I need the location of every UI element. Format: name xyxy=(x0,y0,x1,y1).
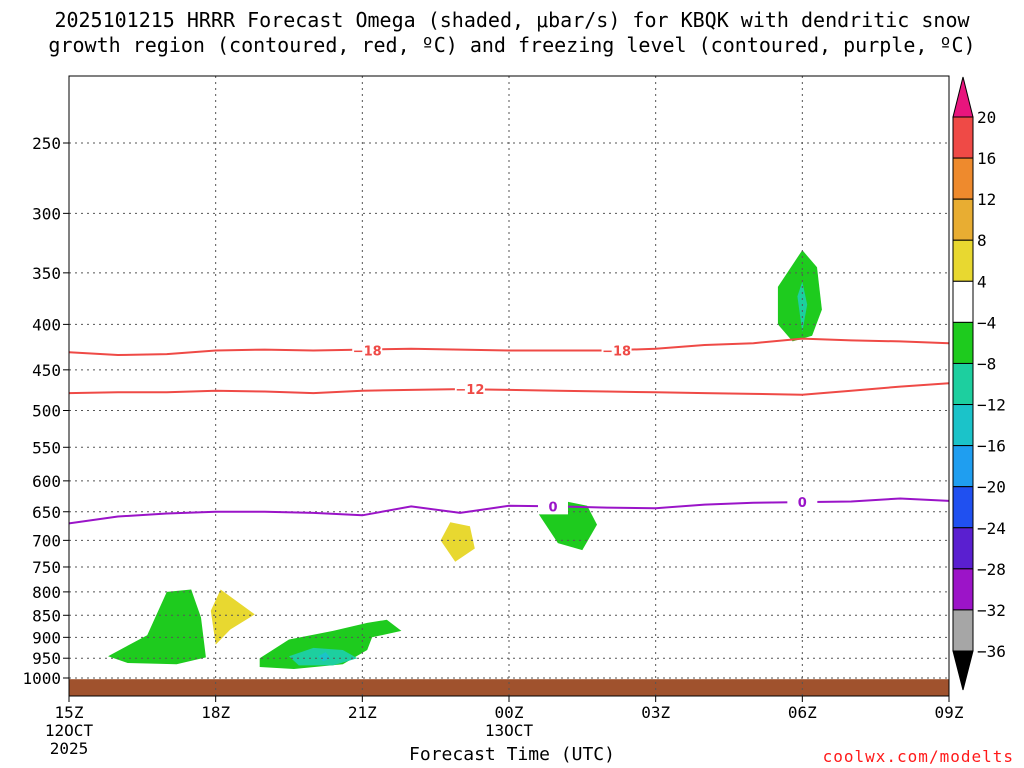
x-tick-date-15Z: 12OCT xyxy=(45,721,94,740)
omega-region-yellow-thin-1630 xyxy=(205,496,219,539)
y-tick-550: 550 xyxy=(32,438,61,457)
x-tick-15Z: 15Z xyxy=(55,703,84,722)
y-tick-450: 450 xyxy=(32,361,61,380)
omega-region-orange-18z xyxy=(210,589,255,645)
colorbar-label--24: −24 xyxy=(977,519,1006,538)
x-tick-00Z: 00Z xyxy=(495,703,524,722)
colorbar-label--20: −20 xyxy=(977,478,1006,497)
x-tick-year-15Z: 2025 xyxy=(50,739,89,758)
y-tick-800: 800 xyxy=(32,583,61,602)
x-tick-03Z: 03Z xyxy=(641,703,670,722)
omega-region-upper-yellow-2 xyxy=(792,158,822,218)
omega-region-upper-yellow-3 xyxy=(196,294,226,368)
y-tick-900: 900 xyxy=(32,628,61,647)
y-tick-750: 750 xyxy=(32,558,61,577)
omega-region-orange-2130z xyxy=(440,522,475,562)
x-tick-06Z: 06Z xyxy=(788,703,817,722)
colorbar-cell--16-to--20 xyxy=(952,445,974,488)
pressure-axis: 250 300 350 400 450 500 550 600 650 700 750 800 850 9… xyxy=(22,134,69,688)
omega-region-yellow-sliver-06z xyxy=(885,255,901,297)
colorbar-cell--28-to--32 xyxy=(952,568,974,611)
contour-label-bg-freezing-level-0 xyxy=(538,498,568,515)
omega-region-yellow-2330z xyxy=(450,633,524,658)
colorbar-cell--24-to--28 xyxy=(952,527,974,570)
colorbar-top-arrow xyxy=(952,76,974,118)
y-tick-600: 600 xyxy=(32,472,61,491)
title-line-2: growth region (contoured, red, ºC) and f… xyxy=(48,33,976,57)
colorbar-cell-20-to-16 xyxy=(952,116,974,159)
colorbar-label--12: −12 xyxy=(977,396,1006,415)
omega-region-teal-06z xyxy=(797,281,808,332)
colorbar-cell-12-to-8 xyxy=(952,198,974,241)
y-tick-350: 350 xyxy=(32,264,61,283)
chart-title: 2025101215 HRRR Forecast Omega (shaded, … xyxy=(0,8,1024,58)
terrain-layer xyxy=(69,679,949,696)
colorbar-cell--4-to--8 xyxy=(952,321,974,364)
colorbar-label--36: −36 xyxy=(977,642,1006,661)
ground-terrain xyxy=(69,679,949,696)
colorbar-label-12: 12 xyxy=(977,190,996,209)
x-tick-date-00Z: 13OCT xyxy=(485,721,534,740)
colorbar-label--4: −4 xyxy=(977,313,996,332)
colorbar-cell--12-to--16 xyxy=(952,404,974,447)
contour-label-bg-dgz-minus18-1 xyxy=(601,342,632,359)
colorbar-cell-16-to-12 xyxy=(952,157,974,200)
contour-label-dgz-minus18-1: −18 xyxy=(602,344,631,359)
y-tick-650: 650 xyxy=(32,503,61,522)
omega-region-yellow-small-21z xyxy=(381,364,402,387)
contour-label-freezing-level-1: 0 xyxy=(798,496,807,511)
y-tick-500: 500 xyxy=(32,402,61,421)
contour-label-bg-freezing-level-1 xyxy=(787,494,818,511)
y-tick-300: 300 xyxy=(32,204,61,223)
colorbar-label-20: 20 xyxy=(977,108,996,127)
omega-colorbar: 20 16 12 8 4 −4 −8 −12 −16 −20 −24 −28 −32 −36 xyxy=(952,76,1006,691)
grid-lines xyxy=(69,76,949,696)
omega-region-yellow-edge-right-1 xyxy=(929,333,949,394)
colorbar-label-8: 8 xyxy=(977,231,987,250)
colorbar-cell-8-to-4 xyxy=(952,239,974,282)
colorbar-cell--8-to--12 xyxy=(952,362,974,406)
colorbar-label-16: 16 xyxy=(977,149,996,168)
plot-frame xyxy=(68,75,950,697)
y-tick-250: 250 xyxy=(32,134,61,153)
y-tick-1000: 1000 xyxy=(22,669,61,688)
y-tick-850: 850 xyxy=(32,606,61,625)
contour-label-freezing-level-0: 0 xyxy=(548,500,557,515)
x-tick-21Z: 21Z xyxy=(348,703,377,722)
omega-region-blue-20z xyxy=(318,652,331,662)
y-tick-700: 700 xyxy=(32,531,61,550)
contour-label-bg-dgz-minus18-0 xyxy=(352,342,383,359)
omega-region-yellow-edge-right-2 xyxy=(944,522,949,541)
contour-label-dgz-minus12-0: −12 xyxy=(455,383,484,398)
omega-region-green-1630z xyxy=(108,589,206,665)
contour-dgz-minus12 xyxy=(69,382,949,396)
colorbar-label--28: −28 xyxy=(977,560,1006,579)
omega-shaded-regions xyxy=(108,158,949,669)
colorbar-label-4: 4 xyxy=(977,272,987,291)
colorbar-label--8: −8 xyxy=(977,354,996,373)
x-tick-09Z: 09Z xyxy=(935,703,964,722)
y-tick-950: 950 xyxy=(32,649,61,668)
y-tick-400: 400 xyxy=(32,315,61,334)
title-line-1: 2025101215 HRRR Forecast Omega (shaded, … xyxy=(54,8,970,32)
colorbar-label--16: −16 xyxy=(977,437,1006,456)
contour-label-dgz-minus18-0: −18 xyxy=(353,344,382,359)
colorbar-cell--32-to--36 xyxy=(952,609,974,652)
credit-link[interactable]: coolwx.com/modelts xyxy=(822,747,1014,766)
x-axis-label: Forecast Time (UTC) xyxy=(409,744,615,765)
contour-lines: −18 −18 −12 0 0 xyxy=(69,337,949,525)
omega-region-upper-yellow-1 xyxy=(631,162,685,236)
contour-dgz-minus18 xyxy=(69,337,949,357)
colorbar-cell--20-to--24 xyxy=(952,486,974,529)
colorbar-label--32: −32 xyxy=(977,601,1006,620)
contour-label-bg-dgz-minus12-0 xyxy=(454,381,485,398)
colorbar-cell-4-to--4 xyxy=(952,280,974,323)
x-tick-18Z: 18Z xyxy=(201,703,230,722)
colorbar-bottom-arrow xyxy=(952,650,974,691)
